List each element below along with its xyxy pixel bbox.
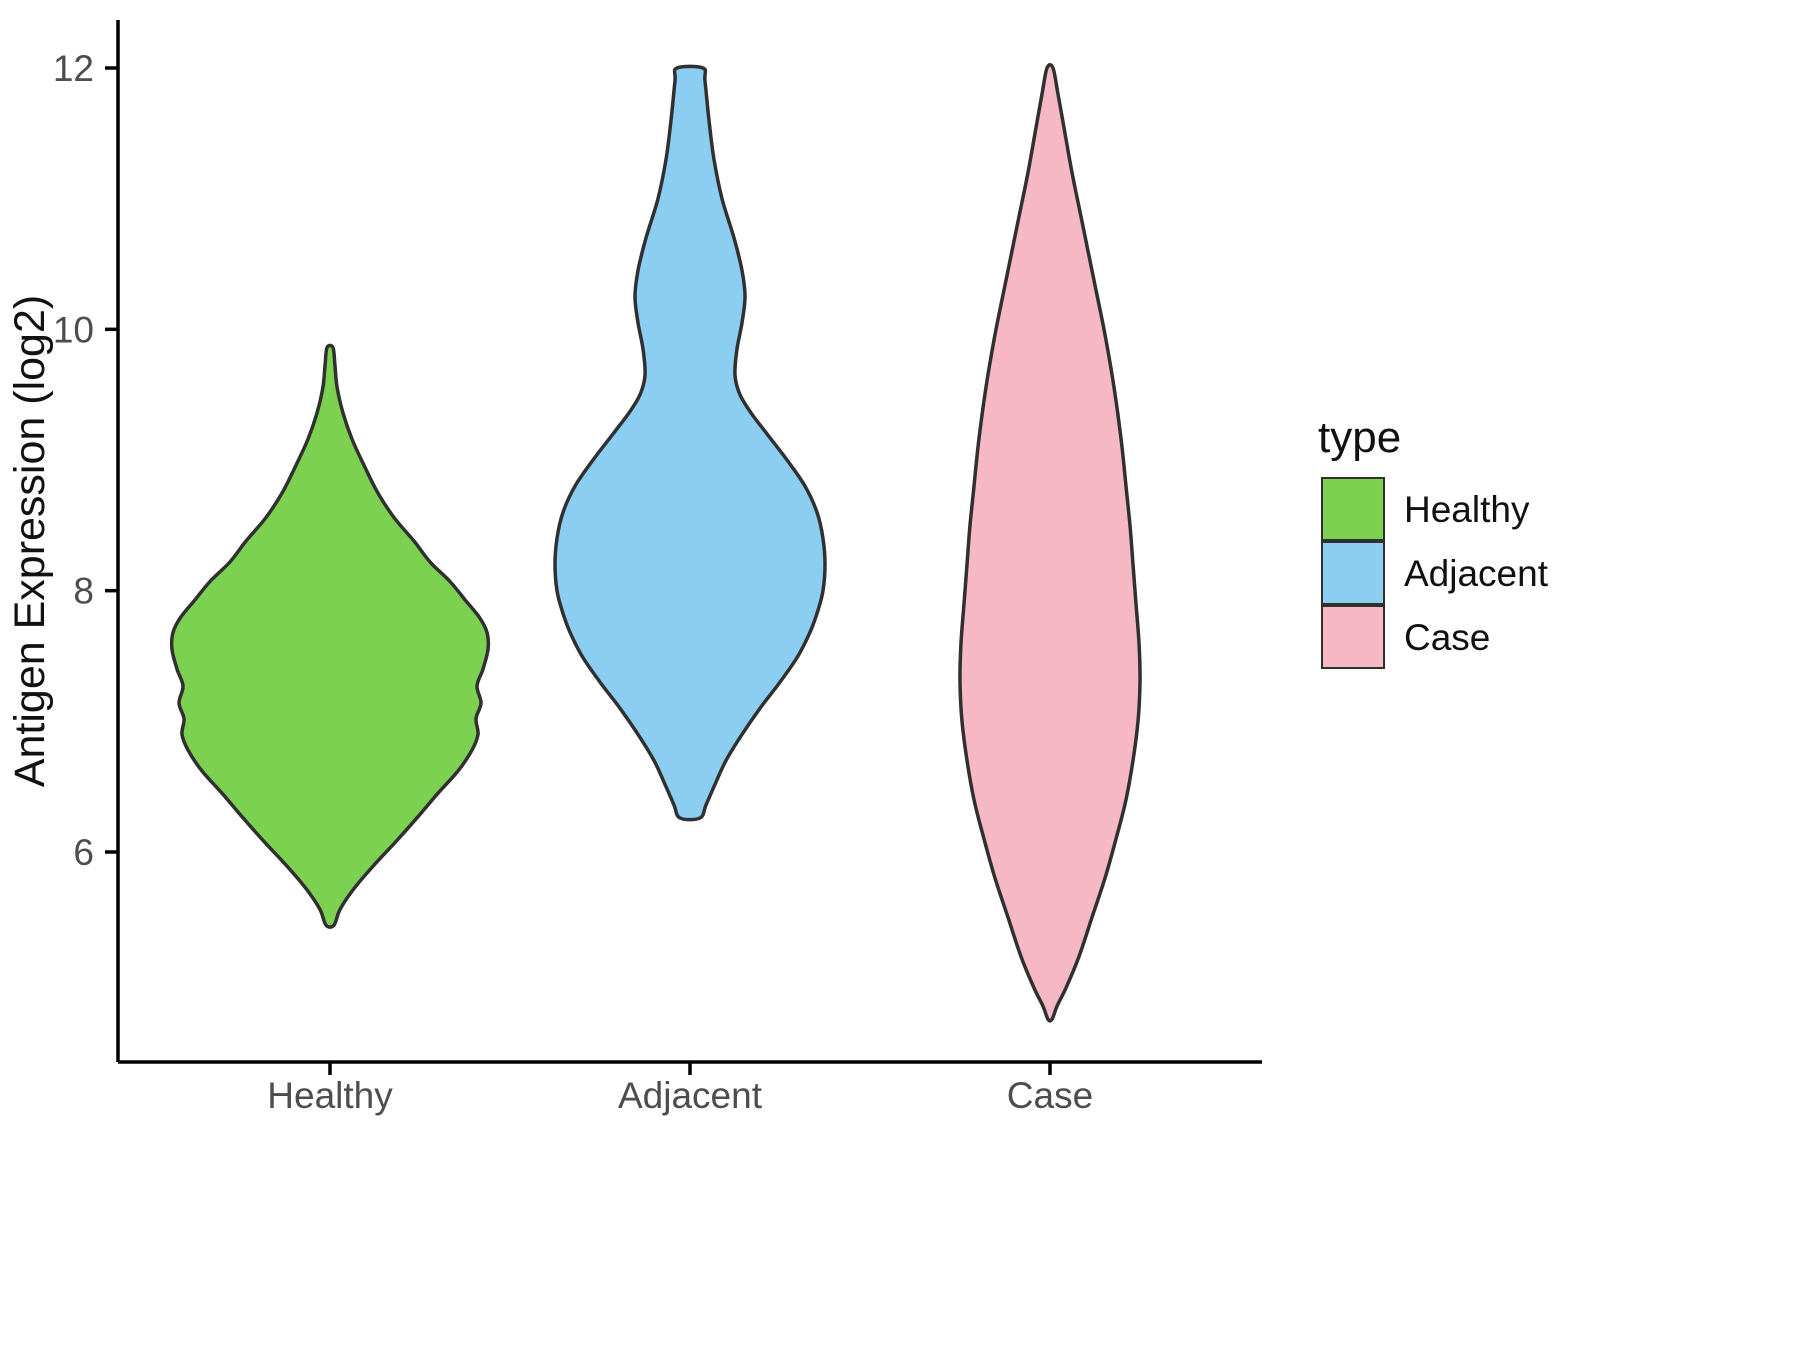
violin-case: [958, 63, 1142, 1023]
y-tick-label-10: 10: [53, 309, 94, 350]
legend-label-adjacent: Adjacent: [1404, 553, 1549, 594]
legend-item-healthy: Healthy: [1321, 477, 1530, 541]
legend-item-adjacent: Adjacent: [1321, 541, 1549, 605]
x-tick-label-adjacent: Adjacent: [618, 1075, 763, 1116]
x-tick-label-case: Case: [1007, 1075, 1093, 1116]
y-axis-title: Antigen Expression (log2): [6, 295, 54, 787]
violin-adjacent: [553, 64, 827, 822]
legend-swatch-case: [1321, 605, 1385, 669]
legend-label-case: Case: [1404, 617, 1490, 658]
legend: type Healthy Adjacent Case: [1318, 413, 1549, 669]
legend-swatch-healthy: [1321, 477, 1385, 541]
axes-layer: 6 8 10 12 Healthy Adjacent Case: [53, 20, 1262, 1116]
legend-title: type: [1318, 413, 1401, 462]
legend-swatch-adjacent: [1321, 541, 1385, 605]
x-tick-label-healthy: Healthy: [267, 1075, 393, 1116]
legend-item-case: Case: [1321, 605, 1490, 669]
y-tick-label-6: 6: [73, 832, 94, 873]
y-tick-label-8: 8: [73, 571, 94, 612]
violin-healthy: [169, 343, 491, 929]
legend-label-healthy: Healthy: [1404, 489, 1530, 530]
violins-layer: [169, 63, 1142, 1023]
y-tick-label-12: 12: [53, 48, 94, 89]
